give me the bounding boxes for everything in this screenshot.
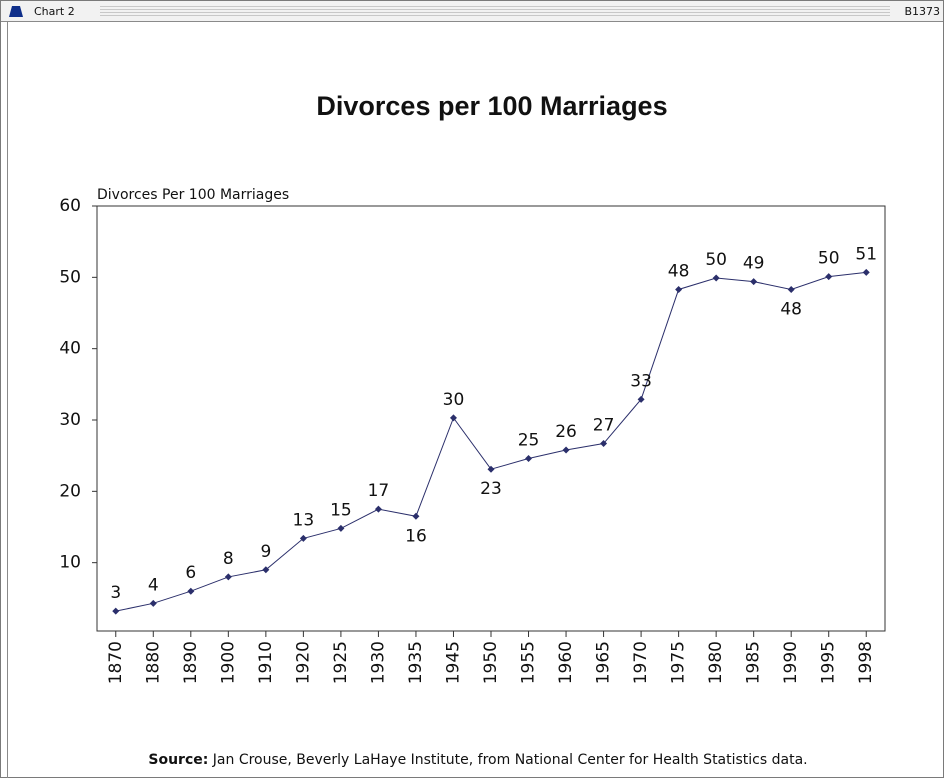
data-point <box>112 607 120 615</box>
data-point <box>675 285 683 293</box>
data-point <box>862 268 870 276</box>
data-label: 51 <box>855 244 877 264</box>
data-label: 3 <box>110 583 121 603</box>
x-tick-label: 1995 <box>819 641 839 684</box>
y-tick-label: 50 <box>59 267 81 287</box>
data-label: 6 <box>185 563 196 583</box>
window-title: Chart 2 <box>34 5 75 18</box>
x-tick-label: 1955 <box>519 641 539 684</box>
data-point <box>224 573 232 581</box>
data-point <box>187 587 195 595</box>
data-point <box>562 446 570 454</box>
data-label: 30 <box>443 390 465 410</box>
data-point <box>600 440 608 448</box>
window-id: B1373 <box>904 5 940 18</box>
data-label: 48 <box>780 299 802 319</box>
y-tick-label: 30 <box>59 410 81 430</box>
x-tick-label: 1950 <box>481 641 501 684</box>
data-label: 8 <box>223 549 234 569</box>
data-point <box>787 285 795 293</box>
x-tick-label: 1998 <box>856 641 876 684</box>
data-label: 49 <box>743 254 765 274</box>
data-label: 26 <box>555 422 577 442</box>
data-point <box>262 566 270 574</box>
source-label: Source: <box>148 752 208 768</box>
data-point <box>412 512 420 520</box>
x-tick-label: 1910 <box>256 641 276 684</box>
x-tick-label: 1965 <box>594 641 614 684</box>
chart-title: Divorces per 100 Marriages <box>316 91 667 121</box>
title-bar-lines <box>100 6 890 16</box>
x-tick-label: 1985 <box>744 641 764 684</box>
y-tick-label: 20 <box>59 481 81 501</box>
data-label: 23 <box>480 479 502 499</box>
title-bar <box>1 1 943 21</box>
y-tick-label: 60 <box>59 196 81 216</box>
data-point <box>374 505 382 513</box>
y-axis-label: Divorces Per 100 Marriages <box>97 187 289 203</box>
x-tick-label: 1900 <box>218 641 238 684</box>
window-icon[interactable] <box>9 6 23 17</box>
x-tick-label: 1970 <box>631 641 651 684</box>
data-label: 17 <box>368 481 390 501</box>
source-note: Source: Jan Crouse, Beverly LaHaye Insti… <box>148 752 807 768</box>
x-tick-label: 1945 <box>443 641 463 684</box>
y-tick-label: 10 <box>59 553 81 573</box>
data-point <box>449 414 457 422</box>
data-label: 48 <box>668 261 690 281</box>
y-tick-label: 40 <box>59 339 81 359</box>
data-point <box>637 395 645 403</box>
data-point <box>337 524 345 532</box>
x-tick-label: 1880 <box>143 641 163 684</box>
x-tick-label: 1960 <box>556 641 576 684</box>
data-point <box>750 278 758 286</box>
data-label: 50 <box>705 250 727 270</box>
data-label: 50 <box>818 249 840 269</box>
data-label: 16 <box>405 526 427 546</box>
data-point <box>525 455 533 463</box>
x-tick-label: 1890 <box>181 641 201 684</box>
data-point <box>825 273 833 281</box>
x-tick-label: 1980 <box>706 641 726 684</box>
data-label: 33 <box>630 371 652 391</box>
x-tick-label: 1975 <box>669 641 689 684</box>
data-point <box>149 599 157 607</box>
data-point <box>299 534 307 542</box>
x-tick-label: 1990 <box>781 641 801 684</box>
data-point <box>487 465 495 473</box>
data-label: 13 <box>293 510 315 530</box>
data-point <box>712 274 720 282</box>
source-text: Jan Crouse, Beverly LaHaye Institute, fr… <box>212 752 808 768</box>
data-label: 9 <box>260 542 271 562</box>
data-label: 4 <box>148 575 159 595</box>
x-tick-label: 1920 <box>293 641 313 684</box>
data-label: 27 <box>593 416 615 436</box>
data-label: 25 <box>518 431 540 451</box>
x-tick-label: 1935 <box>406 641 426 684</box>
x-tick-label: 1930 <box>368 641 388 684</box>
x-tick-label: 1925 <box>331 641 351 684</box>
x-tick-label: 1870 <box>106 641 126 684</box>
data-label: 15 <box>330 500 352 520</box>
